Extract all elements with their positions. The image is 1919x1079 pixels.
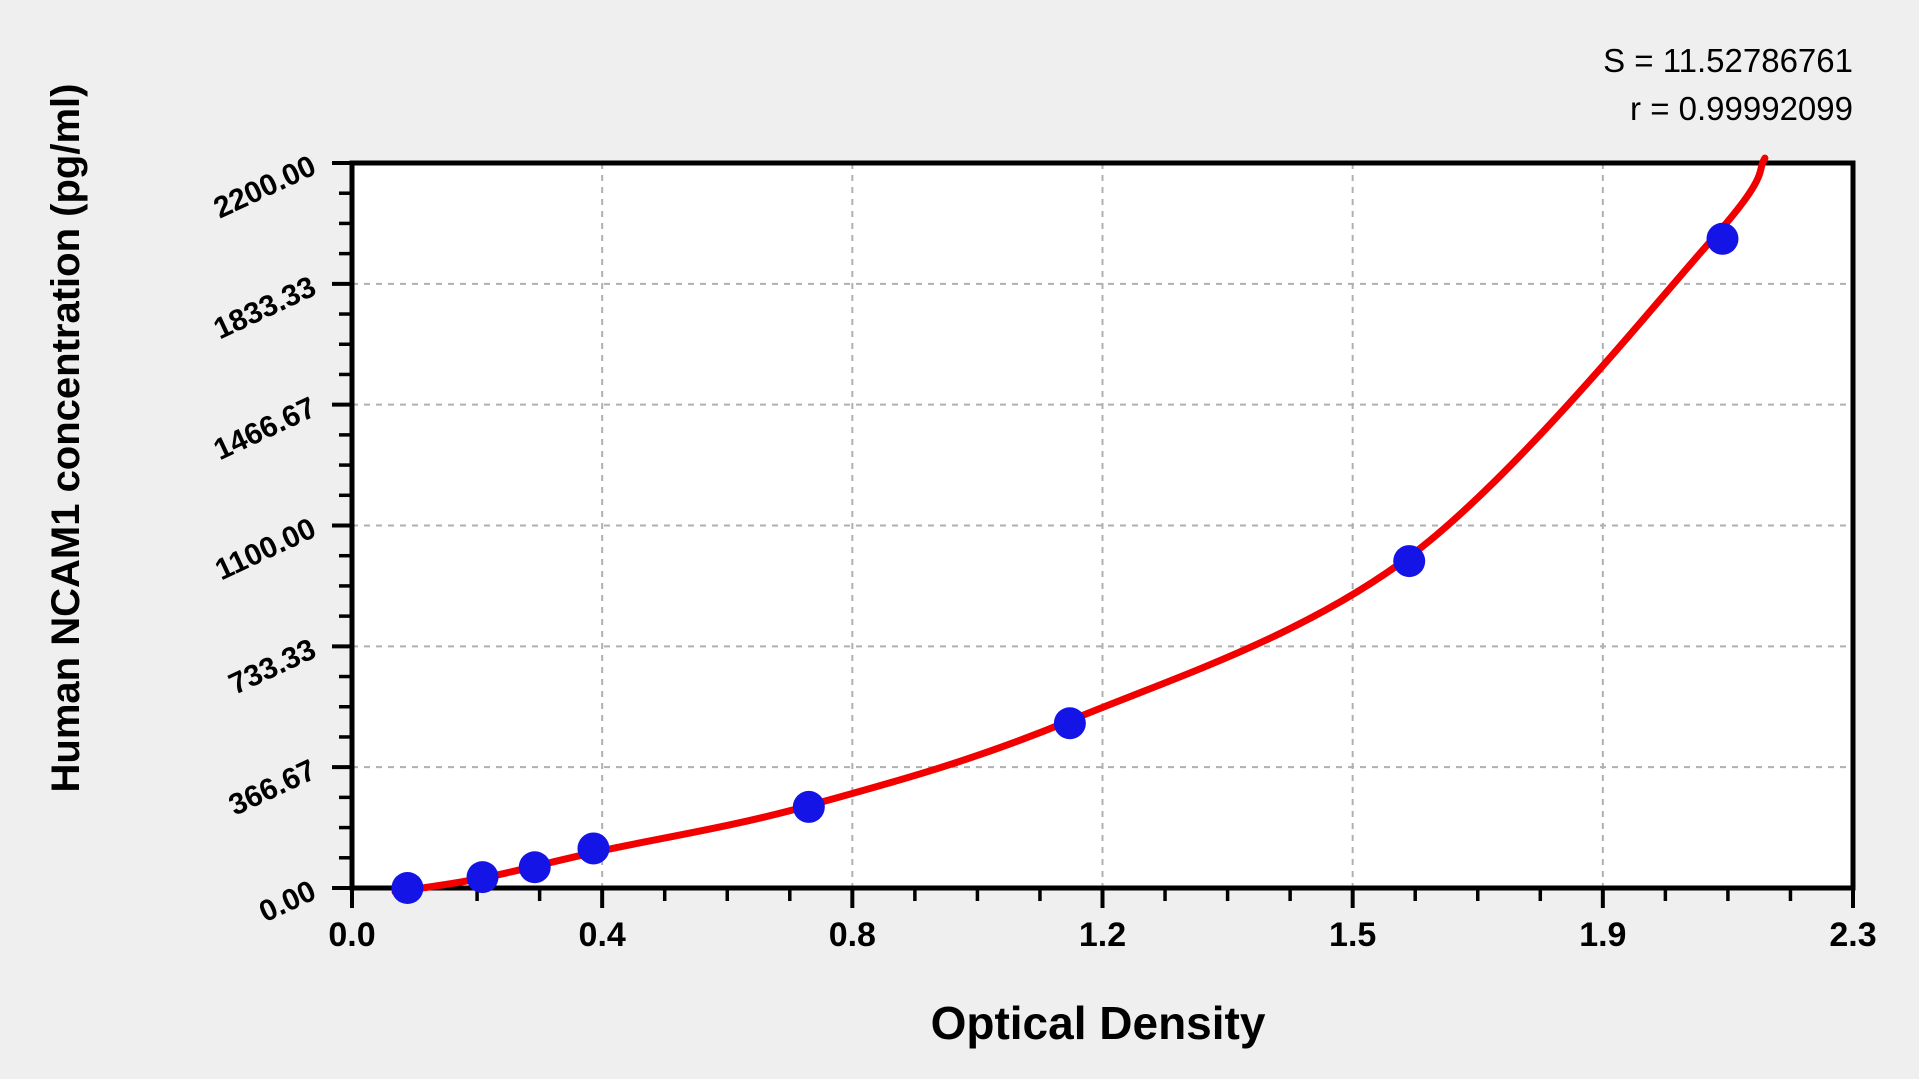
x-tick-label: 0.0 — [328, 916, 375, 954]
x-tick-label: 1.9 — [1579, 916, 1626, 954]
x-tick-label: 1.2 — [1079, 916, 1126, 954]
data-point — [792, 790, 825, 823]
fit-s-value: S = 11.52786761 — [1603, 42, 1853, 79]
y-tick-label: 0.00 — [254, 874, 321, 929]
y-axis-title: Human NCAM1 concentration (pg/ml) — [44, 83, 88, 793]
x-tick-label: 0.8 — [829, 916, 876, 954]
y-tick-label: 366.67 — [224, 754, 321, 823]
fit-r-value: r = 0.99992099 — [1630, 90, 1853, 127]
y-tick-label: 2200.00 — [209, 149, 321, 225]
y-tick-label: 1833.33 — [209, 270, 321, 346]
y-tick-label: 733.33 — [224, 633, 321, 702]
data-point — [391, 872, 424, 904]
data-point — [518, 851, 551, 884]
data-point — [1053, 707, 1086, 740]
y-tick-label: 1100.00 — [210, 512, 321, 587]
x-tick-label: 2.3 — [1829, 916, 1876, 954]
data-point — [1706, 222, 1739, 255]
x-tick-label: 1.5 — [1329, 916, 1376, 954]
data-point — [1393, 545, 1426, 578]
x-tick-label: 0.4 — [579, 916, 626, 954]
y-tick-label: 1466.67 — [209, 391, 321, 467]
data-point — [577, 832, 610, 865]
data-point — [466, 861, 499, 894]
x-axis-title: Optical Density — [930, 997, 1266, 1049]
